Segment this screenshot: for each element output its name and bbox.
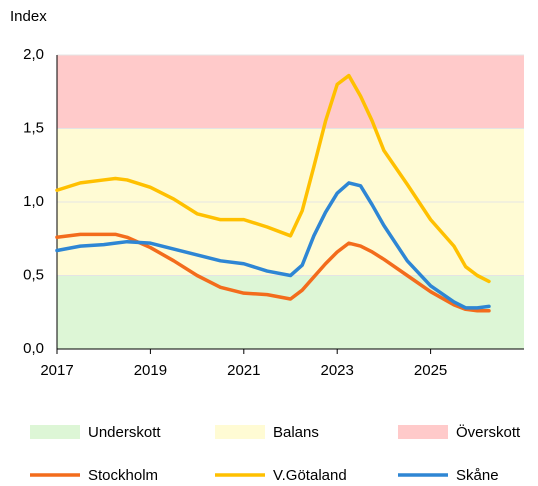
legend-label: Stockholm (88, 467, 158, 484)
band (57, 55, 524, 129)
legend-label: Balans (273, 424, 319, 441)
legend-label: Överskott (456, 423, 521, 441)
x-tick-label: 2023 (321, 362, 354, 379)
x-tick-label: 2017 (40, 362, 73, 379)
legend-swatch (215, 425, 265, 439)
y-tick-label: 0,5 (23, 266, 44, 283)
y-axis-label: Index (10, 8, 47, 25)
x-tick-label: 2019 (134, 362, 167, 379)
series-line (55, 73, 491, 284)
legend-label: Underskott (88, 424, 161, 441)
y-tick-label: 1,5 (23, 119, 44, 136)
x-tick-label: 2025 (414, 362, 447, 379)
legend-swatch (30, 425, 80, 439)
legend-label: V.Götaland (273, 467, 347, 484)
series-line (55, 181, 491, 310)
y-tick-label: 1,0 (23, 193, 44, 210)
y-tick-label: 2,0 (23, 46, 44, 63)
series-line (55, 232, 491, 313)
x-tick-label: 2021 (227, 362, 260, 379)
band (57, 275, 524, 349)
y-tick-label: 0,0 (23, 340, 44, 357)
legend-swatch (398, 425, 448, 439)
legend-label: Skåne (456, 467, 499, 484)
